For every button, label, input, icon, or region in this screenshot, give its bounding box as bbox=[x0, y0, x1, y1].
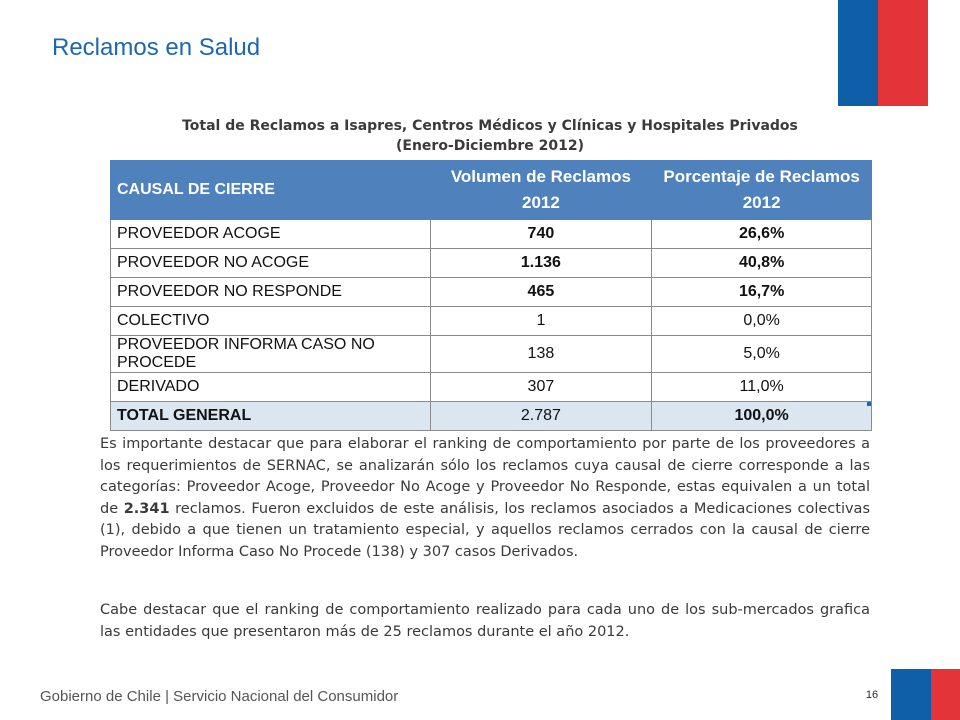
header-percent-line1: Porcentaje de Reclamos bbox=[663, 167, 860, 186]
row-cause: PROVEEDOR NO RESPONDE bbox=[110, 277, 431, 307]
body-paragraph-1: Es importante destacar que para elaborar… bbox=[100, 434, 870, 563]
page-title: Reclamos en Salud bbox=[52, 34, 261, 61]
table-row: COLECTIVO 1 0,0% bbox=[110, 306, 872, 336]
row-volume: 307 bbox=[429, 372, 653, 402]
cell-selection-handle bbox=[867, 402, 871, 406]
row-volume: 465 bbox=[429, 277, 653, 307]
row-volume: 1.136 bbox=[429, 248, 653, 278]
table-row: PROVEEDOR NO ACOGE 1.136 40,8% bbox=[110, 248, 872, 278]
header-percent-line2: 2012 bbox=[742, 193, 781, 212]
row-percent: 11,0% bbox=[651, 372, 872, 402]
row-volume: 1 bbox=[429, 306, 653, 336]
table-row: DERIVADO 307 11,0% bbox=[110, 372, 872, 402]
row-cause: COLECTIVO bbox=[110, 306, 431, 336]
page-number: 16 bbox=[865, 688, 879, 701]
table-title-line2: (Enero-Diciembre 2012) bbox=[395, 138, 584, 154]
row-percent: 0,0% bbox=[651, 306, 872, 336]
header-volume-line2: 2012 bbox=[521, 193, 560, 212]
header-percent: Porcentaje de Reclamos 2012 bbox=[651, 160, 872, 220]
row-percent: 5,0% bbox=[651, 335, 872, 373]
row-cause: PROVEEDOR ACOGE bbox=[110, 219, 431, 249]
table-title-line1: Total de Reclamos a Isapres, Centros Méd… bbox=[182, 118, 798, 134]
row-percent: 16,7% bbox=[651, 277, 872, 307]
row-volume: 138 bbox=[429, 335, 653, 373]
table-header-row: CAUSAL DE CIERRE Volumen de Reclamos 201… bbox=[110, 160, 872, 220]
flag-stripe-red-bottom bbox=[931, 669, 960, 720]
table-row: PROVEEDOR NO RESPONDE 465 16,7% bbox=[110, 277, 872, 307]
claims-table: CAUSAL DE CIERRE Volumen de Reclamos 201… bbox=[110, 160, 872, 431]
total-percent: 100,0% bbox=[651, 401, 872, 431]
flag-stripe-red-top bbox=[878, 0, 928, 106]
paragraph-text: Es importante destacar que para elaborar… bbox=[100, 436, 870, 517]
row-percent: 26,6% bbox=[651, 219, 872, 249]
paragraph-text: reclamos. Fueron excluidos de este análi… bbox=[100, 500, 870, 560]
row-cause: DERIVADO bbox=[110, 372, 431, 402]
table-row: PROVEEDOR ACOGE 740 26,6% bbox=[110, 219, 872, 249]
body-paragraph-2: Cabe destacar que el ranking de comporta… bbox=[100, 602, 870, 640]
table-total-row: TOTAL GENERAL 2.787 100,0% bbox=[110, 401, 872, 431]
total-volume: 2.787 bbox=[429, 401, 653, 431]
row-cause: PROVEEDOR INFORMA CASO NO PROCEDE bbox=[110, 335, 431, 373]
table-title: Total de Reclamos a Isapres, Centros Méd… bbox=[108, 116, 872, 156]
table-row: PROVEEDOR INFORMA CASO NO PROCEDE 138 5,… bbox=[110, 335, 872, 373]
highlighted-total: 2.341 bbox=[123, 500, 170, 517]
total-cause: TOTAL GENERAL bbox=[110, 401, 431, 431]
flag-stripe-blue-top bbox=[838, 0, 878, 106]
flag-stripe-blue-bottom bbox=[891, 669, 931, 720]
header-volume: Volumen de Reclamos 2012 bbox=[429, 160, 653, 220]
row-percent: 40,8% bbox=[651, 248, 872, 278]
row-cause: PROVEEDOR NO ACOGE bbox=[110, 248, 431, 278]
row-volume: 740 bbox=[429, 219, 653, 249]
footer-organization: Gobierno de Chile | Servicio Nacional de… bbox=[40, 688, 399, 705]
header-cause: CAUSAL DE CIERRE bbox=[110, 160, 431, 220]
header-volume-line1: Volumen de Reclamos bbox=[450, 167, 631, 186]
